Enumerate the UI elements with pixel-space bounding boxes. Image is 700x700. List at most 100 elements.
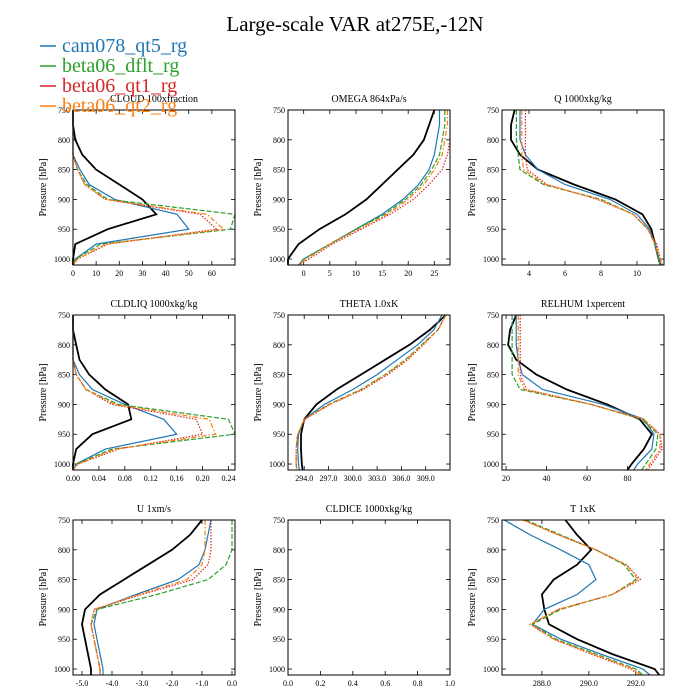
y-axis-label: Pressure [hPa] (38, 568, 49, 626)
y-tick-label: 800 (58, 136, 70, 145)
legend-label: beta06_dflt_rg (62, 55, 179, 77)
series-line-4 (521, 110, 662, 266)
y-tick-label: 900 (487, 400, 499, 409)
y-tick-label: 850 (273, 166, 285, 175)
x-tick-label: 0.0 (283, 679, 293, 688)
panel-8: CLDICE 1000xkg/kg Pressure [hPa] 750 800 850… (253, 504, 455, 688)
series-line-2 (72, 110, 236, 266)
series-line-0 (72, 110, 158, 265)
x-tick-label: 0.12 (144, 474, 158, 483)
y-tick-label: 850 (273, 576, 285, 585)
panel-frame (501, 109, 665, 266)
x-tick-label: 0.24 (222, 474, 236, 483)
y-axis-label: Pressure [hPa] (38, 363, 49, 421)
x-tick-label: 15 (378, 269, 386, 278)
x-tick-label: 288.0 (533, 679, 551, 688)
x-tick-label: 50 (185, 269, 193, 278)
x-tick-label: 30 (138, 269, 146, 278)
panel-title: CLOUD 100xfraction (110, 94, 198, 105)
panel-frame (287, 109, 451, 266)
panel-5: THETA 1.0xK Pressure [hPa] 750 800 850 900 950… (253, 299, 451, 483)
x-tick-label: 20 (502, 474, 510, 483)
x-tick-label: 60 (208, 269, 216, 278)
y-tick-label: 900 (273, 605, 285, 614)
x-tick-label: 294.0 (295, 474, 313, 483)
y-tick-label: 750 (273, 516, 285, 525)
series-line-4 (72, 110, 225, 266)
y-tick-label: 1000 (269, 460, 285, 469)
y-tick-label: 900 (58, 605, 70, 614)
series-line-4 (295, 314, 447, 471)
figure-title: Large-scale VAR at275E,-12N (226, 12, 483, 36)
series-line-0 (72, 315, 133, 470)
y-tick-label: 1000 (483, 460, 499, 469)
y-tick-label: 800 (487, 136, 499, 145)
legend-label: cam078_qt5_rg (62, 35, 187, 57)
x-tick-label: 8 (599, 269, 603, 278)
panel-6: RELHUM 1xpercent Pressure [hPa] 750 800 850 9… (467, 299, 665, 483)
series-line-1 (519, 110, 661, 266)
panel-frame (72, 109, 236, 266)
y-axis-label: Pressure [hPa] (467, 363, 478, 421)
y-tick-label: 800 (58, 546, 70, 555)
series-line-0 (300, 314, 447, 471)
y-tick-label: 850 (58, 576, 70, 585)
series-line-2 (72, 315, 236, 471)
series-line-1 (515, 315, 655, 471)
y-tick-label: 800 (273, 136, 285, 145)
x-tick-label: 4 (527, 269, 531, 278)
x-tick-label: 297.0 (320, 474, 338, 483)
panel-title: U 1xm/s (137, 504, 171, 515)
panel-4: CLDLIQ 1000xkg/kg Pressure [hPa] 750 800 850… (38, 299, 236, 483)
y-tick-label: 800 (273, 341, 285, 350)
panel-frame (72, 314, 236, 471)
y-tick-label: 800 (487, 341, 499, 350)
series-line-1 (504, 519, 651, 676)
series-line-0 (287, 109, 436, 265)
panel-title: RELHUM 1xpercent (541, 299, 625, 310)
panel-1: CLOUD 100xfraction Pressure [hPa] 750 800 85… (38, 94, 236, 278)
panel-title: CLDLIQ 1000xkg/kg (111, 299, 198, 310)
y-tick-label: 750 (487, 106, 499, 115)
y-tick-label: 750 (273, 311, 285, 320)
y-tick-label: 900 (58, 195, 70, 204)
x-tick-label: 10 (352, 269, 360, 278)
legend-label: beta06_qt2_rg (62, 95, 177, 117)
series-line-4 (72, 315, 217, 471)
y-tick-label: 1000 (54, 460, 70, 469)
y-tick-label: 950 (273, 635, 285, 644)
y-tick-label: 1000 (269, 665, 285, 674)
x-tick-label: 0.8 (413, 679, 423, 688)
series-line-1 (72, 110, 190, 266)
y-tick-label: 900 (487, 195, 499, 204)
y-tick-label: 750 (273, 106, 285, 115)
y-tick-label: 800 (273, 546, 285, 555)
x-tick-label: 80 (624, 474, 632, 483)
series-line-0 (507, 314, 653, 471)
x-tick-label: 0.6 (380, 679, 390, 688)
y-tick-label: 750 (58, 106, 70, 115)
series-line-1 (93, 519, 212, 675)
y-tick-label: 900 (273, 400, 285, 409)
panel-title: OMEGA 864xPa/s (331, 94, 406, 105)
x-tick-label: 306.0 (392, 474, 410, 483)
y-axis-label: Pressure [hPa] (467, 568, 478, 626)
y-axis-label: Pressure [hPa] (253, 363, 264, 421)
series-line-4 (522, 519, 641, 676)
series-line-3 (519, 315, 663, 471)
y-tick-label: 900 (273, 195, 285, 204)
x-tick-label: 20 (404, 269, 412, 278)
x-tick-label: 40 (162, 269, 170, 278)
series-line-2 (515, 110, 661, 266)
panel-9: T 1xK Pressure [hPa] 750 800 850 900 950 1000 28… (467, 504, 665, 688)
y-tick-label: 750 (487, 516, 499, 525)
x-tick-label: 309.0 (417, 474, 435, 483)
panel-frame (72, 519, 236, 676)
x-tick-label: -1.0 (196, 679, 209, 688)
panel-title: THETA 1.0xK (340, 299, 399, 310)
y-tick-label: 850 (273, 371, 285, 380)
series-line-2 (511, 315, 659, 471)
x-tick-label: 10 (633, 269, 641, 278)
x-tick-label: 0.4 (348, 679, 358, 688)
y-tick-label: 750 (58, 311, 70, 320)
